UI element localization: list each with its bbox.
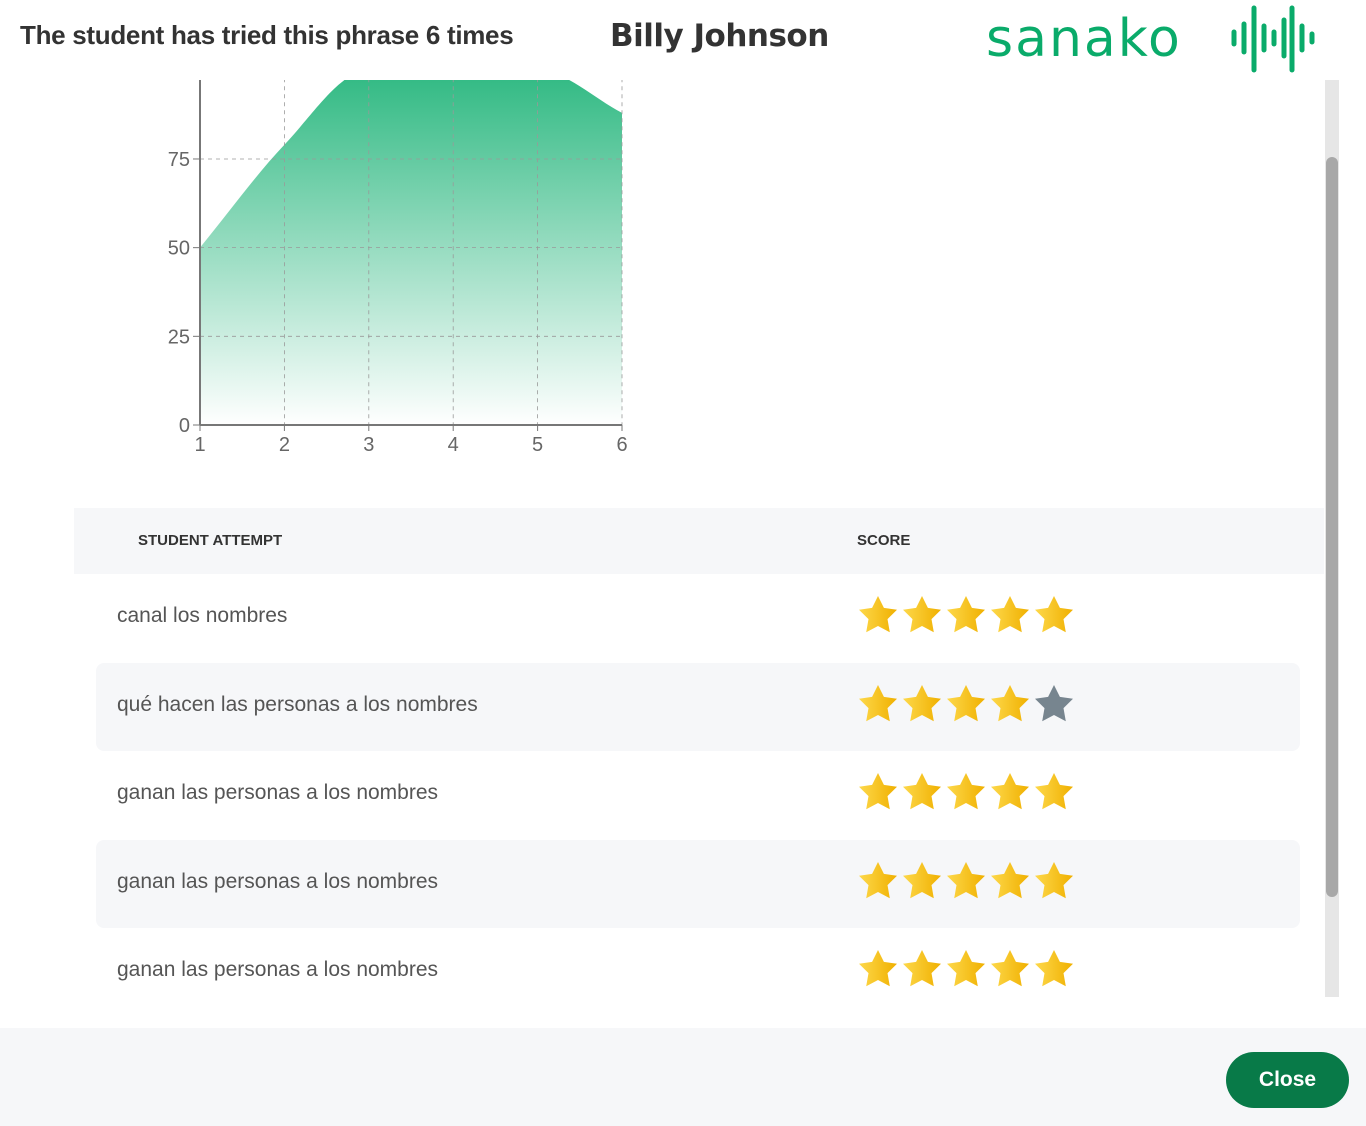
star-filled-icon bbox=[859, 861, 897, 898]
x-tick-label: 1 bbox=[194, 434, 205, 456]
close-button[interactable]: Close bbox=[1226, 1052, 1349, 1108]
star-filled-icon bbox=[947, 684, 985, 721]
star-filled-icon bbox=[903, 684, 941, 721]
x-tick-label: 5 bbox=[532, 434, 543, 456]
x-tick-label: 3 bbox=[363, 434, 374, 456]
scrollbar-thumb[interactable] bbox=[1326, 157, 1338, 897]
star-rating bbox=[856, 860, 1076, 904]
x-tick-label: 2 bbox=[279, 434, 290, 456]
star-rating bbox=[856, 594, 1076, 638]
attempts-title: The student has tried this phrase 6 time… bbox=[20, 20, 514, 50]
svg-text:sanako: sanako bbox=[986, 9, 1182, 69]
star-filled-icon bbox=[1035, 950, 1073, 987]
table-row: ganan las personas a los nombres bbox=[96, 839, 1300, 928]
star-filled-icon bbox=[903, 950, 941, 987]
star-filled-icon bbox=[991, 684, 1029, 721]
y-tick-label: 75 bbox=[168, 149, 190, 171]
star-filled-icon bbox=[1035, 861, 1073, 898]
star-filled-icon bbox=[1035, 773, 1073, 810]
attempt-text: canal los nombres bbox=[117, 604, 288, 627]
star-filled-icon bbox=[1035, 596, 1073, 633]
star-filled-icon bbox=[903, 596, 941, 633]
x-tick-label: 4 bbox=[448, 434, 459, 456]
star-filled-icon bbox=[859, 773, 897, 810]
column-header-score: SCORE bbox=[857, 532, 911, 549]
table-row: ganan las personas a los nombres bbox=[96, 928, 1300, 1016]
star-filled-icon bbox=[947, 773, 985, 810]
star-rating bbox=[856, 771, 1076, 815]
star-filled-icon bbox=[991, 950, 1029, 987]
star-filled-icon bbox=[859, 596, 897, 633]
star-filled-icon bbox=[947, 861, 985, 898]
y-tick-label: 50 bbox=[168, 238, 190, 260]
star-filled-icon bbox=[947, 596, 985, 633]
attempt-text: ganan las personas a los nombres bbox=[117, 869, 439, 893]
header: The student has tried this phrase 6 time… bbox=[0, 0, 1366, 80]
table-header: STUDENT ATTEMPT SCORE bbox=[74, 508, 1324, 574]
attempt-text: ganan las personas a los nombres bbox=[117, 958, 439, 981]
sanako-logo: sanako bbox=[986, 5, 1315, 73]
column-header-attempt: STUDENT ATTEMPT bbox=[138, 532, 283, 549]
star-empty-icon bbox=[1035, 684, 1073, 721]
star-filled-icon bbox=[991, 861, 1029, 898]
star-filled-icon bbox=[903, 861, 941, 898]
table-row: canal los nombres bbox=[96, 574, 1300, 662]
student-name: Billy Johnson bbox=[610, 18, 829, 54]
y-tick-label: 0 bbox=[179, 415, 190, 437]
table-row: qué hacen las personas a los nombres bbox=[96, 662, 1300, 751]
star-rating bbox=[856, 948, 1076, 992]
star-rating bbox=[856, 683, 1076, 727]
attempt-text: qué hacen las personas a los nombres bbox=[117, 692, 478, 716]
star-filled-icon bbox=[903, 773, 941, 810]
y-tick-label: 25 bbox=[168, 326, 190, 348]
star-filled-icon bbox=[991, 773, 1029, 810]
footer: Close bbox=[0, 1028, 1366, 1126]
star-filled-icon bbox=[947, 950, 985, 987]
attempt-text: ganan las personas a los nombres bbox=[117, 781, 439, 804]
x-tick-label: 6 bbox=[616, 434, 627, 456]
table-row: ganan las personas a los nombres bbox=[96, 751, 1300, 839]
star-filled-icon bbox=[859, 684, 897, 721]
star-filled-icon bbox=[859, 950, 897, 987]
star-filled-icon bbox=[991, 596, 1029, 633]
